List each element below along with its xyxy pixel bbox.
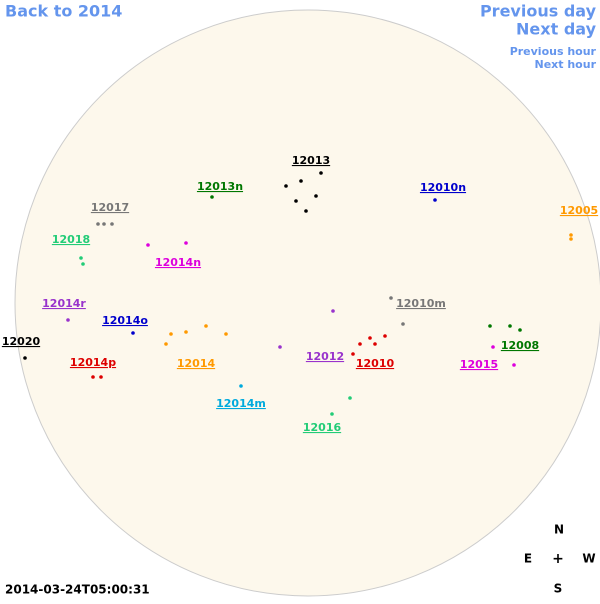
sunspot xyxy=(23,356,27,360)
sunspot xyxy=(373,342,377,346)
sunspot xyxy=(383,334,387,338)
region-label[interactable]: 12014p xyxy=(70,356,116,369)
sunspot xyxy=(348,396,352,400)
sunspot xyxy=(569,233,573,237)
sunspot xyxy=(164,342,168,346)
sunspot xyxy=(79,256,83,260)
region-label[interactable]: 12014o xyxy=(102,314,148,327)
sunspot xyxy=(96,222,100,226)
sunspot xyxy=(389,296,393,300)
sunspot xyxy=(169,332,173,336)
region-label[interactable]: 12012 xyxy=(306,350,344,363)
back-link[interactable]: Back to 2014 xyxy=(5,2,122,21)
sunspot xyxy=(131,331,135,335)
sunspot xyxy=(368,336,372,340)
sunspot xyxy=(330,412,334,416)
compass-north: N xyxy=(554,523,564,537)
sunspot xyxy=(314,194,318,198)
region-label[interactable]: 12015 xyxy=(460,358,498,371)
sunspot xyxy=(401,322,405,326)
compass-south: S xyxy=(554,582,563,596)
region-label[interactable]: 12014n xyxy=(155,256,201,269)
sunspot xyxy=(278,345,282,349)
sunspot xyxy=(433,198,437,202)
sunspot xyxy=(184,330,188,334)
sunspot xyxy=(331,309,335,313)
sunspot xyxy=(110,222,114,226)
sunspot xyxy=(319,171,323,175)
solar-disk xyxy=(14,9,600,597)
region-label[interactable]: 12013 xyxy=(292,154,330,167)
compass-center: + xyxy=(552,551,564,567)
sunspot xyxy=(224,332,228,336)
compass-east: E xyxy=(524,552,532,566)
previous-day-link[interactable]: Previous day xyxy=(480,2,597,21)
sunspot xyxy=(81,262,85,266)
previous-hour-link[interactable]: Previous hour xyxy=(510,45,597,58)
region-label[interactable]: 12008 xyxy=(501,339,539,352)
sunspot xyxy=(210,195,214,199)
sunspot xyxy=(491,345,495,349)
sunspot xyxy=(99,375,103,379)
sunspot xyxy=(184,241,188,245)
sunspot xyxy=(304,209,308,213)
region-label[interactable]: 12020 xyxy=(2,335,41,348)
region-label[interactable]: 12005 xyxy=(560,204,598,217)
region-label[interactable]: 12014 xyxy=(177,357,216,370)
region-label[interactable]: 12010m xyxy=(396,297,446,310)
sunspot xyxy=(351,352,355,356)
sunspot xyxy=(294,199,298,203)
sunspot xyxy=(146,243,150,247)
sunspot xyxy=(239,384,243,388)
sunspot xyxy=(518,328,522,332)
region-label[interactable]: 12016 xyxy=(303,421,342,434)
sunspot xyxy=(204,324,208,328)
region-label[interactable]: 12010n xyxy=(420,181,466,194)
region-label[interactable]: 12014m xyxy=(216,397,266,410)
region-label[interactable]: 12010 xyxy=(356,357,395,370)
sunspot xyxy=(91,375,95,379)
next-hour-link[interactable]: Next hour xyxy=(535,58,597,71)
region-label[interactable]: 12017 xyxy=(91,201,129,214)
sunspot xyxy=(102,222,106,226)
sunspot xyxy=(488,324,492,328)
sunspot xyxy=(569,237,573,241)
sunspot xyxy=(508,324,512,328)
compass-west: W xyxy=(582,552,595,566)
region-label[interactable]: 12018 xyxy=(52,233,90,246)
sunspot xyxy=(284,184,288,188)
next-day-link[interactable]: Next day xyxy=(516,20,597,39)
sunspot xyxy=(66,318,70,322)
timestamp: 2014-03-24T05:00:31 xyxy=(5,583,150,597)
sunspot xyxy=(512,363,516,367)
sunspot xyxy=(299,179,303,183)
sunspot xyxy=(358,342,362,346)
region-label[interactable]: 12014r xyxy=(42,297,86,310)
region-label[interactable]: 12013n xyxy=(197,180,243,193)
